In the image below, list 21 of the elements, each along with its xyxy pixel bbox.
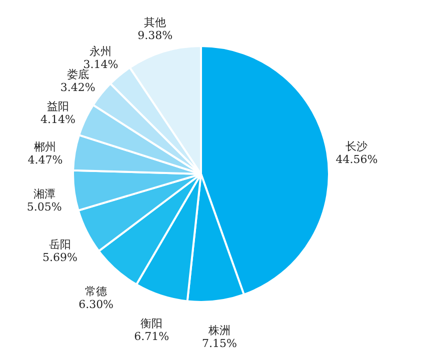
- data-label: 4.47%: [28, 153, 63, 166]
- data-label: 5.05%: [26, 200, 62, 214]
- slice-label: 湘潭: [33, 188, 56, 201]
- data-label: 5.69%: [42, 251, 78, 264]
- slice-label: 岳阳: [48, 238, 71, 252]
- data-label: 44.56%: [336, 153, 378, 166]
- data-label: 9.38%: [138, 28, 173, 42]
- slice-label: 长沙: [346, 140, 368, 154]
- slice-label: 郴州: [34, 140, 56, 154]
- slice-label: 常德: [85, 285, 108, 298]
- data-label: 6.71%: [134, 330, 170, 344]
- data-label: 6.30%: [78, 298, 114, 312]
- slice-label: 永州: [90, 44, 112, 58]
- slice-label: 株洲: [208, 324, 231, 337]
- slice-label: 益阳: [47, 100, 70, 113]
- data-label: 3.42%: [60, 81, 96, 94]
- slice-label: 其他: [144, 16, 166, 29]
- data-label: 4.14%: [40, 112, 76, 126]
- slice-label: 衡阳: [140, 317, 163, 330]
- slice-label: 娄底: [66, 68, 89, 82]
- data-label: 7.15%: [202, 336, 237, 350]
